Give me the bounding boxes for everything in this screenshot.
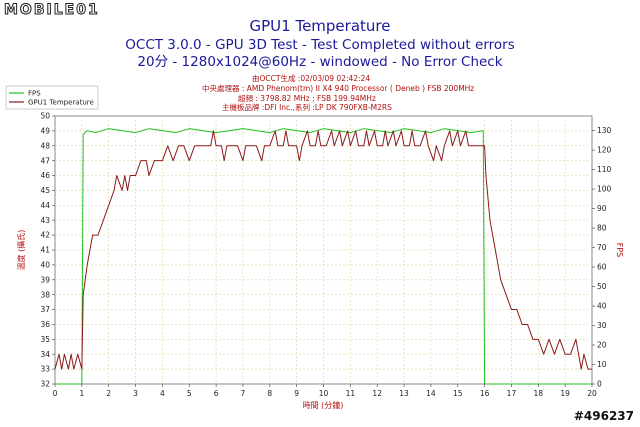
x-tick-label: 6 (214, 389, 219, 398)
y-tick-label-left: 41 (40, 246, 50, 255)
y-tick-label-right: 120 (597, 146, 612, 155)
y-axis-label-right: FPS (615, 243, 624, 258)
grid (55, 116, 592, 384)
y-tick-label-right: 80 (597, 224, 607, 233)
x-tick-label: 7 (241, 389, 246, 398)
y-tick-label-left: 40 (40, 260, 50, 269)
y-tick-label-left: 32 (40, 380, 50, 389)
y-tick-label-right: 0 (597, 380, 602, 389)
x-axis-label: 時間 (分鐘) (303, 400, 344, 410)
x-tick-label: 3 (133, 389, 138, 398)
y-tick-label-right: 20 (597, 341, 607, 350)
y-axis-label-left: 溫度 (攝氏) (16, 230, 26, 271)
y-tick-label-left: 33 (40, 365, 50, 374)
series-line-fps (55, 128, 592, 385)
y-tick-label-left: 43 (40, 216, 50, 225)
y-tick-label-right: 100 (597, 185, 612, 194)
y-tick-label-right: 90 (597, 204, 607, 213)
info-line-1: 由OCCT生成 :02/03/09 02:42:24 (252, 73, 370, 83)
watermark-brand: MOBILE01 (4, 2, 100, 19)
x-tick-label: 11 (346, 389, 356, 398)
x-tick-label: 12 (372, 389, 382, 398)
chart-subtitle-2: 20分 - 1280x1024@60Hz - windowed - No Err… (137, 54, 502, 70)
y-tick-label-left: 45 (40, 186, 50, 195)
y-tick-label-left: 39 (40, 275, 50, 284)
info-line-3: 超頻 : 3798.82 MHz ; FSB 199.94MHz (238, 93, 376, 103)
x-tick-label: 9 (294, 389, 299, 398)
x-tick-label: 14 (426, 389, 436, 398)
x-tick-label: 16 (480, 389, 490, 398)
info-line-2: 中央處理器 : AMD Phenom(tm) II X4 940 Process… (202, 83, 474, 93)
y-tick-label-left: 50 (40, 112, 50, 121)
x-tick-label: 13 (399, 389, 409, 398)
y-tick-label-right: 30 (597, 321, 607, 330)
x-tick-label: 20 (587, 389, 597, 398)
watermark-id: #496237 (573, 409, 634, 423)
legend-box (5, 85, 99, 110)
y-tick-label-right: 130 (597, 126, 612, 135)
y-tick-label-right: 50 (597, 282, 607, 291)
series-layer (54, 128, 592, 385)
x-ticks: 0 1 2 3 4 5 6 7 8 9 10 11 12 13 14 15 16 17 18 19 20 (53, 384, 597, 398)
x-tick-label: 4 (160, 389, 165, 398)
x-tick-label: 5 (187, 389, 192, 398)
legend-label-fps: FPS (28, 90, 41, 98)
y-ticks-left: 32 33 34 35 36 37 38 39 40 41 42 43 44 45 46 47 48 49 50 (40, 112, 55, 389)
y-tick-label-right: 40 (597, 302, 607, 311)
y-tick-label-left: 36 (40, 320, 50, 329)
legend-label-temperature: GPU1 Temperature (28, 99, 94, 107)
legend: FPS GPU1 Temperature (5, 85, 99, 110)
y-tick-label-left: 49 (40, 126, 50, 135)
chart-title: GPU1 Temperature (250, 17, 391, 35)
y-tick-label-left: 37 (40, 305, 50, 314)
series-line-temperature (54, 130, 592, 370)
x-tick-label: 15 (453, 389, 463, 398)
x-tick-label: 8 (267, 389, 272, 398)
y-tick-label-left: 38 (40, 290, 50, 299)
y-tick-label-right: 10 (597, 360, 607, 369)
x-tick-label: 10 (319, 389, 329, 398)
y-tick-label-left: 46 (40, 171, 50, 180)
x-tick-label: 17 (507, 389, 517, 398)
x-tick-label: 1 (79, 389, 84, 398)
x-tick-label: 18 (534, 389, 544, 398)
x-tick-label: 2 (106, 389, 111, 398)
y-tick-label-left: 34 (40, 350, 50, 359)
y-ticks-right: 0 10 20 30 40 50 60 70 80 90 100 110 120 130 (592, 126, 612, 389)
y-tick-label-left: 44 (40, 201, 50, 210)
y-tick-label-right: 70 (597, 243, 607, 252)
x-tick-label: 19 (560, 389, 570, 398)
info-line-4: 主機板品牌 :DFI Inc.,系列 :LP DK 790FXB-M2RS (222, 102, 392, 112)
y-tick-label-right: 60 (597, 263, 607, 272)
chart-subtitle-1: OCCT 3.0.0 - GPU 3D Test - Test Complete… (125, 37, 514, 53)
y-tick-label-left: 42 (40, 231, 50, 240)
y-tick-label-right: 110 (597, 165, 612, 174)
y-tick-label-left: 48 (40, 141, 50, 150)
x-tick-label: 0 (53, 389, 58, 398)
y-tick-label-left: 35 (40, 335, 50, 344)
y-tick-label-left: 47 (40, 156, 50, 165)
